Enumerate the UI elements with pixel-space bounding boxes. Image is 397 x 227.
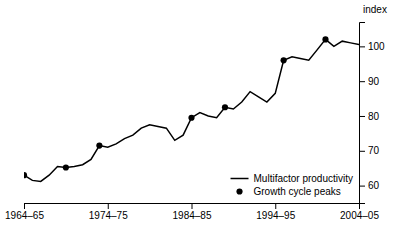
chart: 1964–65 1974–75 1984–85 1994–95 2004–05 60 70 8… xyxy=(0,0,397,227)
tick-mark xyxy=(359,116,365,117)
tick-mark xyxy=(359,81,365,82)
y-axis-title: index xyxy=(363,4,387,15)
legend-label: Multifactor productivity xyxy=(254,173,353,184)
legend-item: Multifactor productivity xyxy=(231,173,353,184)
tick-mark xyxy=(24,203,25,209)
tick: 90 xyxy=(359,76,380,87)
tick-mark xyxy=(108,203,109,209)
tick-mark xyxy=(359,186,365,187)
point xyxy=(222,104,228,110)
line xyxy=(24,39,359,181)
tick-label: 70 xyxy=(368,145,380,156)
tick: 1994–95 xyxy=(256,203,295,221)
tick: 1964–65 xyxy=(5,203,44,221)
axis-line xyxy=(25,204,360,210)
tick: 1984–85 xyxy=(173,203,212,221)
legend-label: Growth cycle peaks xyxy=(254,186,341,197)
tick-label: 2004–05 xyxy=(340,210,379,221)
legend-swatch xyxy=(231,178,249,180)
legend-item: Growth cycle peaks xyxy=(236,186,340,197)
point xyxy=(63,164,69,170)
axis-line xyxy=(360,23,366,204)
legend-swatch xyxy=(236,188,242,194)
legend: Multifactor productivity Growth cycle pea… xyxy=(231,173,353,197)
tick-label: 60 xyxy=(368,180,380,191)
tick-label: 100 xyxy=(368,41,385,52)
tick: 100 xyxy=(359,41,385,52)
marks xyxy=(24,36,359,181)
tick-mark xyxy=(359,46,365,47)
tick-label: 1974–75 xyxy=(89,210,128,221)
tick-mark xyxy=(359,151,365,152)
x-axis: 1964–65 1974–75 1984–85 1994–95 2004–05 xyxy=(5,203,379,221)
point xyxy=(188,115,194,121)
tick: 70 xyxy=(359,145,380,156)
tick-label: 1984–85 xyxy=(173,210,212,221)
point xyxy=(24,172,27,178)
y-axis: 60 70 80 90 100 xyxy=(359,23,385,204)
tick: 60 xyxy=(359,180,380,191)
plot: 1964–65 1974–75 1984–85 1994–95 2004–05 60 70 8… xyxy=(5,23,385,222)
tick: 2004–05 xyxy=(340,203,379,221)
tick-label: 1964–65 xyxy=(5,210,44,221)
tick-mark xyxy=(192,203,193,209)
point xyxy=(281,57,287,63)
tick-label: 80 xyxy=(368,111,380,122)
point xyxy=(96,142,102,148)
tick: 1974–75 xyxy=(89,203,128,221)
tick: 80 xyxy=(359,111,380,122)
tick-label: 1994–95 xyxy=(256,210,295,221)
tick-mark xyxy=(275,203,276,209)
tick-label: 90 xyxy=(368,76,380,87)
point xyxy=(322,36,328,42)
